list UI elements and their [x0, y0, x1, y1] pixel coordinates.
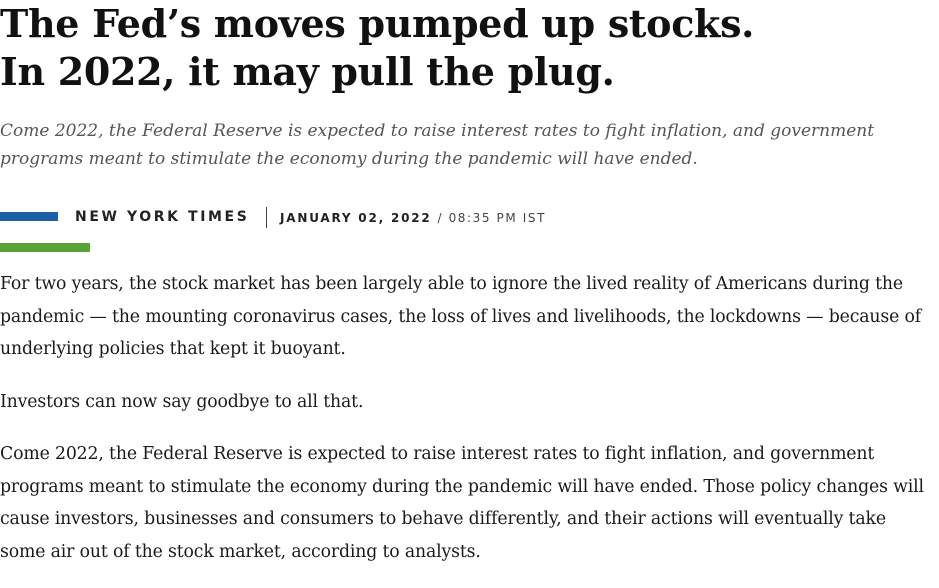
article-summary: Come 2022, the Federal Reserve is expect… — [0, 121, 875, 169]
publish-time: 08:35 PM IST — [448, 211, 547, 225]
body-paragraph: Come 2022, the Federal Reserve is expect… — [0, 444, 924, 562]
publish-date: JANUARY 02, 2022 — [280, 211, 432, 225]
article-headline: The Fed’s moves pumped up stocks. In 202… — [0, 1, 755, 94]
body-paragraph: For two years, the stock market has been… — [0, 274, 921, 359]
body-paragraph: Investors can now say goodbye to all tha… — [0, 391, 364, 412]
source-name[interactable]: NEW YORK TIMES — [75, 209, 250, 225]
date-time-separator: / — [437, 211, 443, 225]
accent-bar-blue — [0, 212, 58, 221]
publish-datetime: JANUARY 02, 2022 / 08:35 PM IST — [280, 208, 546, 228]
byline-divider — [266, 207, 267, 228]
article-byline: NEW YORK TIMES JANUARY 02, 2022 / 08:35 … — [0, 205, 939, 229]
article-body: For two years, the stock market has been… — [0, 268, 935, 588]
accent-bar-green — [0, 243, 90, 252]
